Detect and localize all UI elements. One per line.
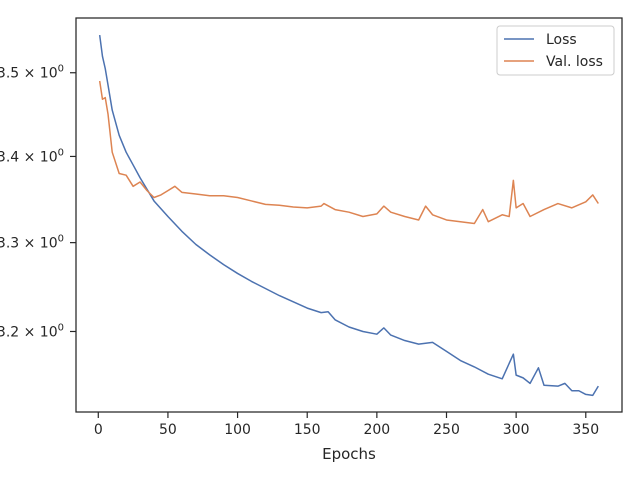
x-tick-label: 0 — [94, 422, 103, 438]
series-line-val-loss — [98, 80, 599, 225]
x-tick-label: 300 — [503, 422, 530, 438]
legend: Loss Val. loss — [496, 25, 615, 76]
x-tick-label: 150 — [294, 422, 321, 438]
y-tick-label: 3.3 × 100 — [0, 234, 64, 252]
x-tick-label: 350 — [572, 422, 599, 438]
series-line-loss — [98, 34, 599, 397]
y-axis: 3.2 × 100 3.3 × 100 3.4 × 100 3.5 × 100 — [0, 64, 76, 340]
legend-label: Loss — [546, 32, 577, 48]
x-tick-label: 100 — [224, 422, 251, 438]
y-tick-label: 3.5 × 100 — [0, 64, 64, 82]
y-tick-label: 3.2 × 100 — [0, 322, 64, 340]
plot-frame — [75, 17, 623, 413]
y-tick-label: 3.4 × 100 — [0, 147, 64, 165]
x-tick-label: 200 — [363, 422, 390, 438]
x-tick-label: 250 — [433, 422, 460, 438]
plot-lines — [98, 34, 599, 397]
x-axis: 0 50 100 150 200 250 300 350 — [94, 412, 599, 438]
x-tick-label: 50 — [159, 422, 177, 438]
x-axis-title: Epochs — [322, 445, 376, 463]
legend-label: Val. loss — [546, 54, 603, 70]
